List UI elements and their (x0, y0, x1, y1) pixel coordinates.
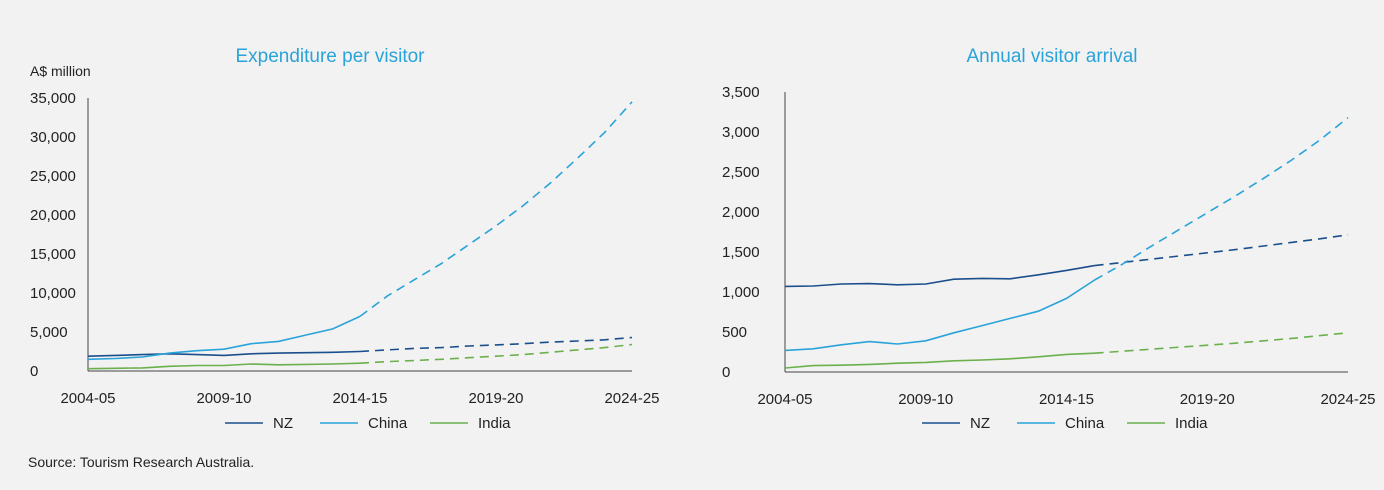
exp-legend-label-nz: NZ (273, 415, 293, 432)
exp-y-tick-label: 0 (30, 363, 38, 380)
arr-x-tick-label: 2004-05 (757, 391, 812, 408)
source-note: Source: Tourism Research Australia. (28, 454, 255, 470)
exp-india-forecast-line (359, 343, 633, 364)
exp-x-tick-label: 2004-05 (60, 390, 115, 407)
arr-legend-label-india: India (1175, 415, 1208, 432)
arr-legend-label-nz: NZ (970, 415, 990, 432)
arr-x-tick-label: 2014-15 (1039, 391, 1094, 408)
exp-x-tick-label: 2009-10 (196, 390, 251, 407)
arrivals-chart: Annual visitor arrival 0 500 1,000 1,500 2,00… (722, 46, 1376, 432)
arr-x-tick-label: 2024-25 (1320, 391, 1375, 408)
exp-india-actual-line (87, 362, 361, 370)
arr-y-tick-label: 500 (722, 324, 747, 341)
exp-x-tick-label: 2024-25 (604, 390, 659, 407)
exp-y-tick-label: 5,000 (30, 324, 68, 341)
exp-china-actual-line (87, 315, 361, 361)
exp-y-tick-label: 20,000 (30, 207, 76, 224)
arr-india-forecast-line (1094, 332, 1349, 354)
exp-y-tick-label: 15,000 (30, 246, 76, 263)
exp-y-tick-label: 25,000 (30, 168, 76, 185)
exp-x-tick-label: 2019-20 (468, 390, 523, 407)
exp-y-tick-label: 35,000 (30, 90, 76, 107)
arr-legend-label-china: China (1065, 415, 1105, 432)
arr-nz-forecast-line (1094, 234, 1349, 267)
exp-unit-label: A$ million (30, 63, 91, 79)
exp-chart-title: Expenditure per visitor (235, 46, 425, 67)
arr-y-tick-label: 3,500 (722, 84, 760, 101)
exp-legend-label-india: India (478, 415, 511, 432)
arr-y-tick-label: 1,500 (722, 244, 760, 261)
expenditure-chart: Expenditure per visitor A$ million 0 5,000 1… (30, 46, 660, 432)
arr-y-tick-label: 2,000 (722, 204, 760, 221)
arr-india-actual-line (784, 352, 1095, 369)
exp-y-tick-label: 10,000 (30, 285, 76, 302)
arr-y-tick-label: 2,500 (722, 164, 760, 181)
arr-x-tick-label: 2009-10 (898, 391, 953, 408)
exp-legend-label-china: China (368, 415, 408, 432)
arr-x-tick-label: 2019-20 (1180, 391, 1235, 408)
exp-x-tick-label: 2014-15 (332, 390, 387, 407)
arr-y-tick-label: 3,000 (722, 124, 760, 141)
arr-y-tick-label: 1,000 (722, 284, 760, 301)
arr-nz-actual-line (784, 264, 1095, 288)
exp-nz-forecast-line (359, 336, 633, 353)
arr-y-tick-label: 0 (722, 364, 730, 381)
arr-chart-title: Annual visitor arrival (966, 46, 1137, 67)
arr-china-actual-line (784, 279, 1096, 352)
exp-y-tick-label: 30,000 (30, 129, 76, 146)
exp-china-forecast-line (359, 101, 633, 318)
arr-china-forecast-line (1094, 116, 1349, 281)
exp-nz-actual-line (87, 350, 361, 357)
